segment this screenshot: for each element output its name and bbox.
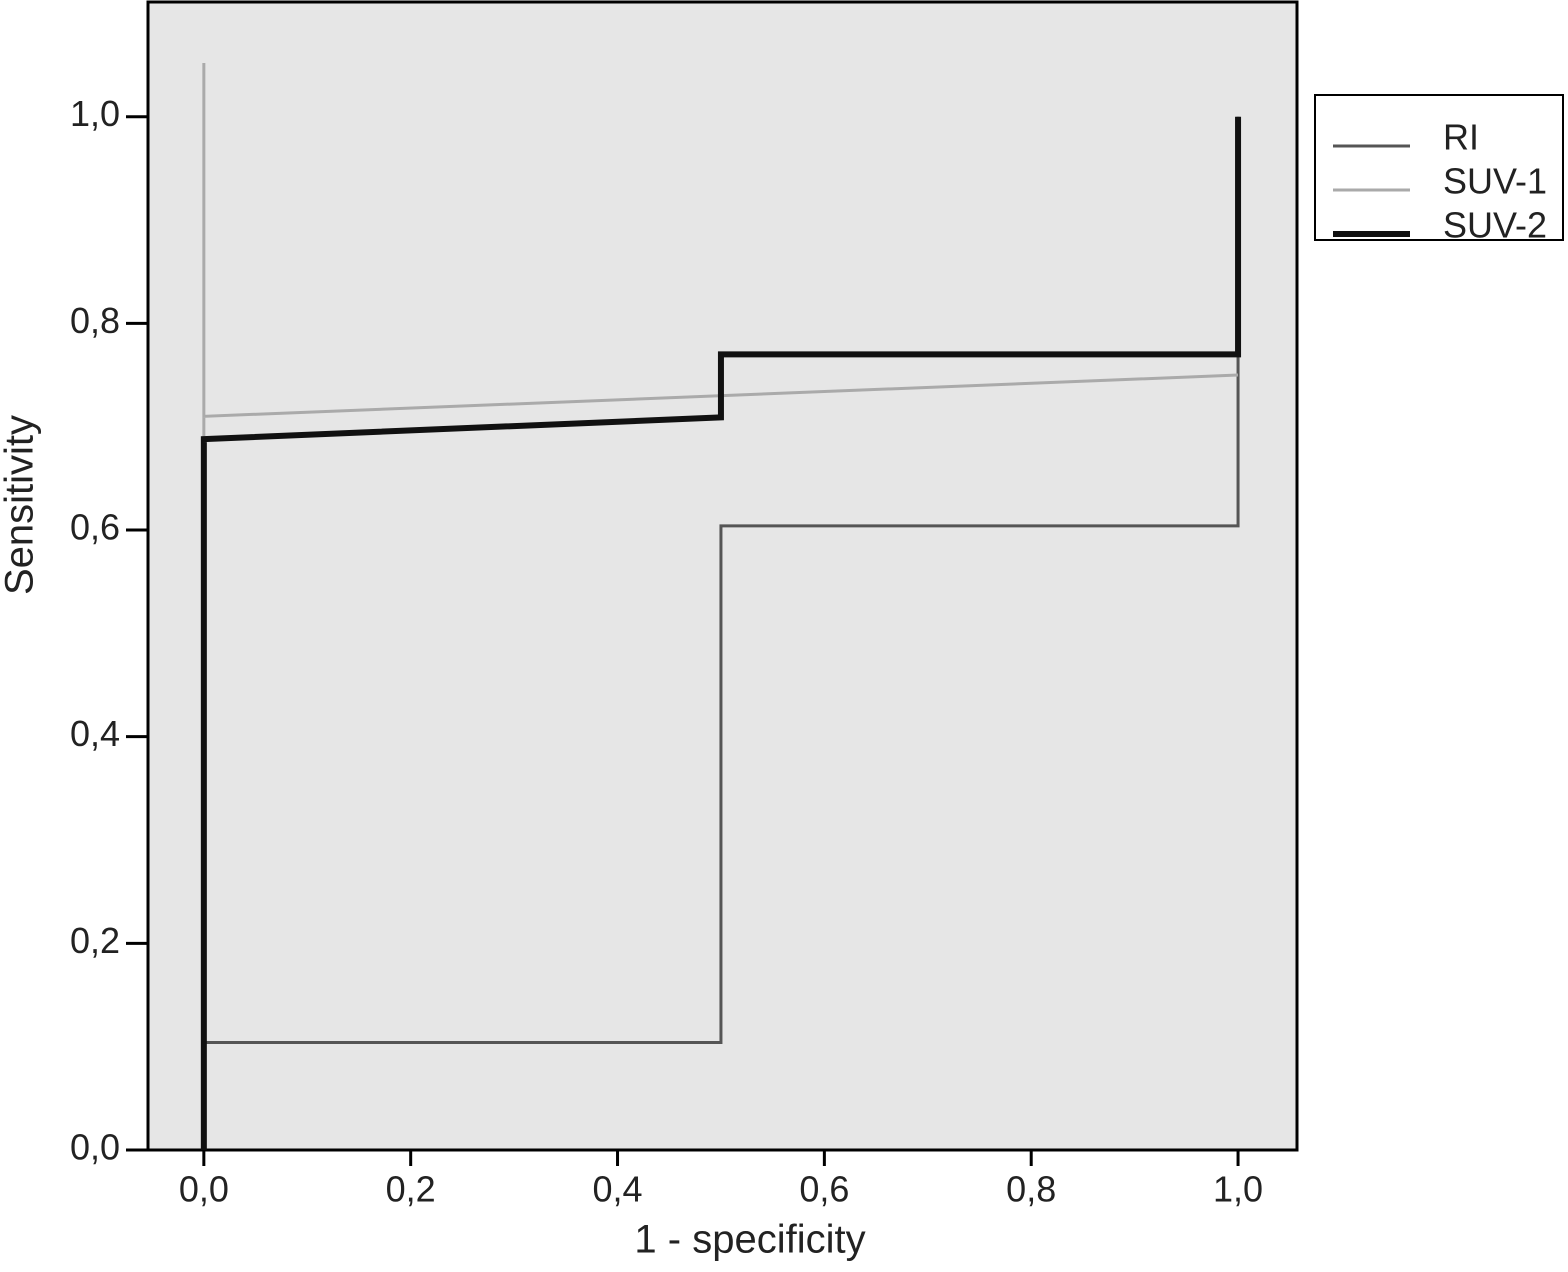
y-tick-label: 1,0 (70, 93, 120, 134)
y-tick-label: 0,6 (70, 507, 120, 548)
x-tick-label: 0,8 (1006, 1169, 1056, 1210)
legend-box (1314, 94, 1564, 241)
x-tick-label: 0,0 (179, 1169, 229, 1210)
legend-label: SUV-1 (1443, 161, 1547, 202)
x-tick-label: 0,2 (386, 1169, 436, 1210)
series-line (200, 116, 1242, 1150)
x-tick-label: 1,0 (1213, 1169, 1263, 1210)
plot-area (146, 0, 1299, 1152)
legend-label: SUV-2 (1443, 205, 1547, 246)
x-axis-label: 1 - specificity (634, 1218, 865, 1262)
y-tick-label: 0,0 (70, 1127, 120, 1168)
x-tick-label: 0,6 (799, 1169, 849, 1210)
x-tick-label: 0,4 (593, 1169, 643, 1210)
y-tick-label: 0,4 (70, 713, 120, 754)
y-tick-label: 0,8 (70, 300, 120, 341)
y-axis-label: Sensitivity (0, 415, 42, 595)
legend-label: RI (1443, 117, 1479, 158)
y-tick-label: 0,2 (70, 920, 120, 961)
